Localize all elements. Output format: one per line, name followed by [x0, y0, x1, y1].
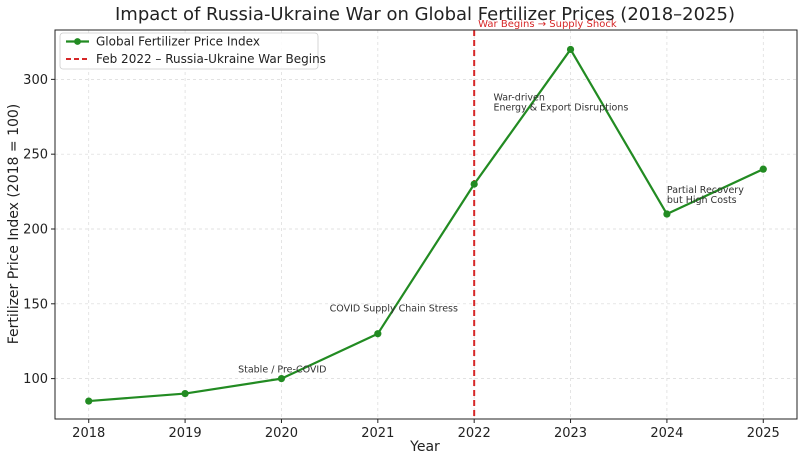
- annotation-0: Stable / Pre-COVID: [238, 365, 326, 376]
- chart-title: Impact of Russia-Ukraine War on Global F…: [115, 4, 735, 25]
- war-begins-label: War Begins → Supply Shock: [478, 19, 617, 30]
- data-point-2024: [663, 210, 671, 218]
- x-tick-label-3: 2021: [361, 426, 394, 441]
- y-tick-label-1: 150: [23, 297, 48, 312]
- x-tick-label-5: 2023: [554, 426, 587, 441]
- y-tick-label-2: 200: [23, 222, 48, 237]
- legend-box: [59, 32, 319, 70]
- legend-reference-label: Feb 2022 – Russia-Ukraine War Begins: [96, 52, 326, 66]
- x-tick-label-6: 2024: [650, 426, 683, 441]
- y-axis-label: Fertilizer Price Index (2018 = 100): [6, 104, 22, 344]
- legend-series-marker: [74, 38, 81, 45]
- x-tick-label-2: 2020: [265, 426, 298, 441]
- x-axis-label: Year: [409, 439, 440, 453]
- data-point-2020: [277, 375, 286, 383]
- legend: Global Fertilizer Price Index Feb 2022 –…: [59, 32, 326, 70]
- x-tick-label-0: 2018: [72, 426, 105, 441]
- y-tick-label-3: 250: [23, 148, 48, 163]
- annotation-3: Partial Recovery but High Costs: [667, 185, 744, 206]
- data-point-2019: [181, 389, 189, 398]
- grid: [55, 30, 797, 419]
- x-tick-label-4: 2022: [458, 426, 491, 441]
- series-line-0: [88, 48, 764, 403]
- reference-line-group: War Begins → Supply Shock: [473, 19, 617, 419]
- annotation-2: War-driven Energy & Export Disruptions: [493, 92, 628, 113]
- data-point-2022: [470, 180, 478, 188]
- legend-series-label: Global Fertilizer Price Index: [96, 35, 260, 49]
- data-point-2023: [566, 45, 575, 54]
- plot-frame: [54, 29, 798, 420]
- x-tick-label-1: 2019: [169, 426, 202, 441]
- annotations: Stable / Pre-COVID COVID Supply Chain Str…: [238, 92, 744, 375]
- series-group: [85, 45, 767, 405]
- data-point-2025: [759, 165, 767, 173]
- data-point-2018: [85, 397, 93, 405]
- axes: 2018 2019 2020 2021 2022 2023 2024 2025 100 150 20…: [23, 29, 798, 441]
- x-tick-label-7: 2025: [747, 426, 780, 441]
- y-tick-label-0: 100: [23, 372, 48, 387]
- data-point-2021: [374, 330, 382, 338]
- annotation-1: COVID Supply Chain Stress: [330, 303, 458, 314]
- y-tick-label-4: 300: [23, 73, 48, 88]
